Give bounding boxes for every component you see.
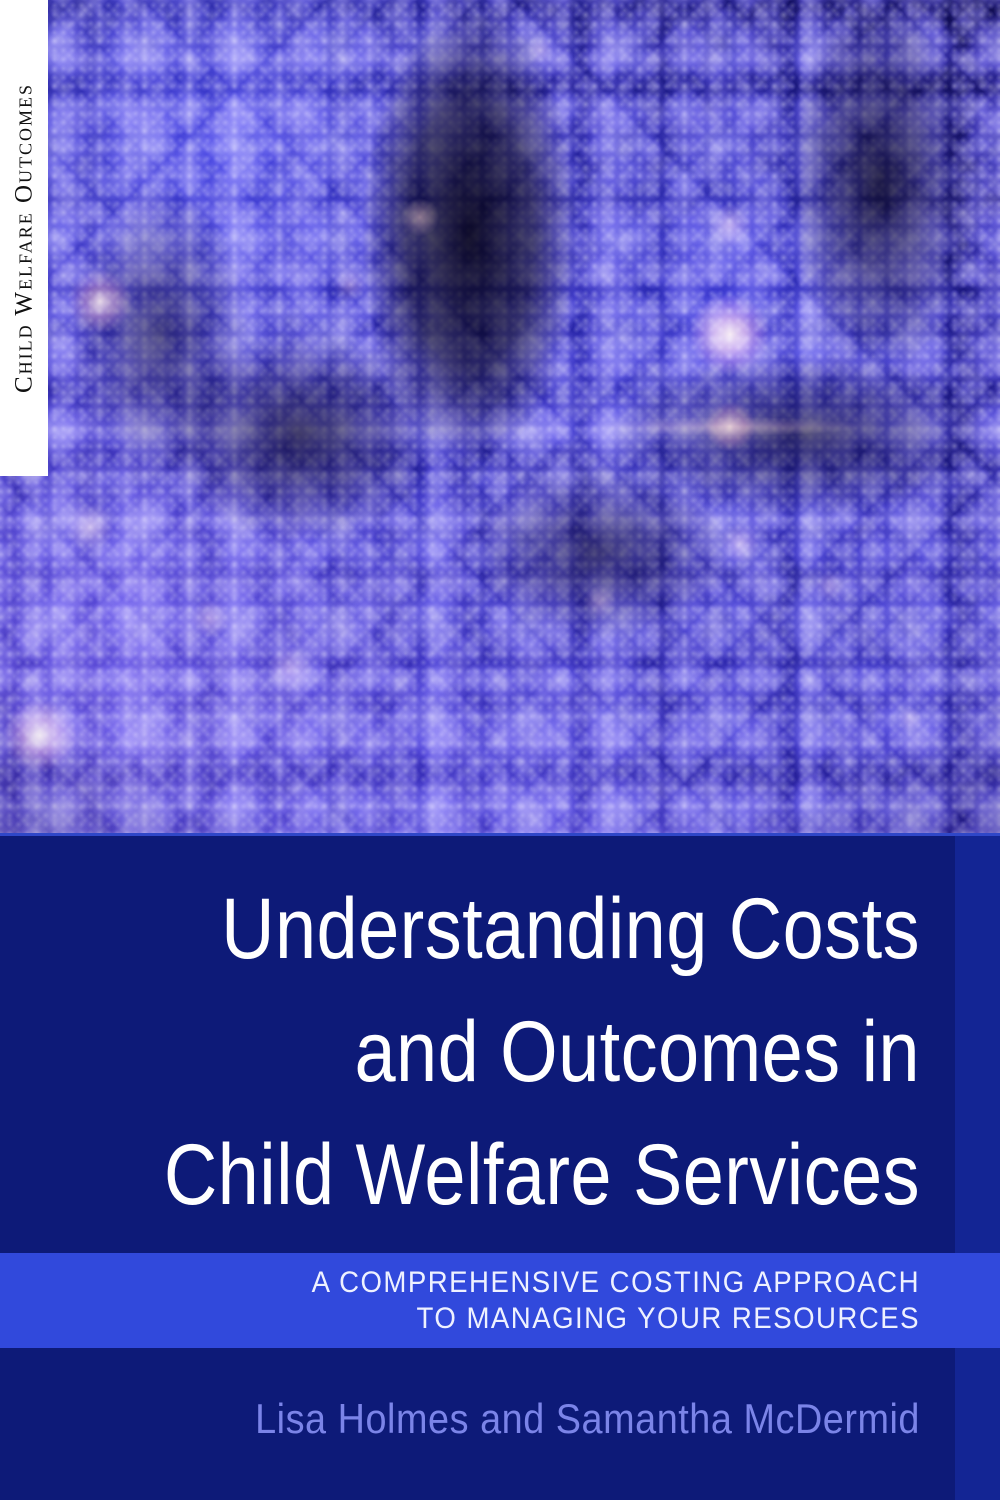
subtitle-line-1: A COMPREHENSIVE COSTING APPROACH (311, 1266, 920, 1299)
series-strip: Child Welfare Outcomes (0, 0, 48, 476)
lower-panel (0, 836, 1000, 1500)
title-line-1: Understanding Costs (221, 881, 920, 977)
series-label: Child Welfare Outcomes (10, 82, 38, 394)
subtitle-line-2: TO MANAGING YOUR RESOURCES (416, 1302, 920, 1335)
title-line-3: Child Welfare Services (163, 1127, 920, 1223)
right-edge-stripe (955, 836, 1000, 1500)
artwork-vignette (0, 0, 1000, 836)
cover-artwork (0, 0, 1000, 836)
artwork-bottom-rule (0, 833, 1000, 837)
author-block: Lisa Holmes and Samantha McDermid (0, 1393, 920, 1445)
title-line-2: and Outcomes in (354, 1004, 920, 1100)
book-title: Understanding Costs and Outcomes in Chil… (0, 868, 920, 1237)
author-names: Lisa Holmes and Samantha McDermid (255, 1395, 920, 1442)
book-subtitle: A COMPREHENSIVE COSTING APPROACH TO MANA… (0, 1265, 920, 1337)
subtitle-band: A COMPREHENSIVE COSTING APPROACH TO MANA… (0, 1253, 1000, 1348)
